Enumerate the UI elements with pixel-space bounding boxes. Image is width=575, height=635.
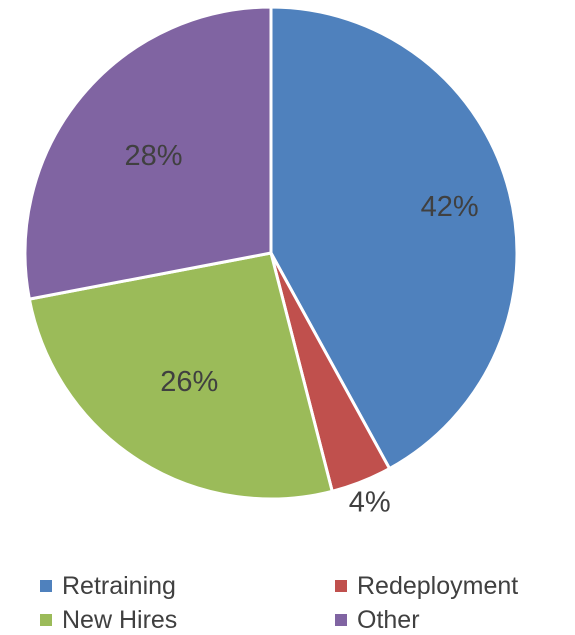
slice-other <box>23 5 273 301</box>
legend-item-other: Other <box>335 606 420 634</box>
legend-swatch-retraining <box>40 580 52 592</box>
data-label-redeployment: 4% <box>349 486 391 518</box>
legend-item-new-hires: New Hires <box>40 606 177 634</box>
legend-label-retraining: Retraining <box>62 572 176 600</box>
legend-label-other: Other <box>357 606 420 634</box>
legend-label-redeployment: Redeployment <box>357 572 518 600</box>
legend-label-new-hires: New Hires <box>62 606 177 634</box>
slice-retraining <box>269 5 519 471</box>
legend-swatch-redeployment <box>335 580 347 592</box>
legend-item-retraining: Retraining <box>40 572 176 600</box>
slice-new-hires <box>27 251 334 501</box>
legend-swatch-other <box>335 614 347 626</box>
data-label-new-hires: 26% <box>160 366 218 398</box>
pie-data-labels: 42% 4% 26% 28% <box>124 140 479 518</box>
legend: Retraining Redeployment New Hires Other <box>40 572 518 634</box>
data-label-other: 28% <box>124 140 182 172</box>
pie-slices <box>23 5 519 501</box>
legend-item-redeployment: Redeployment <box>335 572 518 600</box>
data-label-retraining: 42% <box>421 191 479 223</box>
legend-swatch-new-hires <box>40 614 52 626</box>
